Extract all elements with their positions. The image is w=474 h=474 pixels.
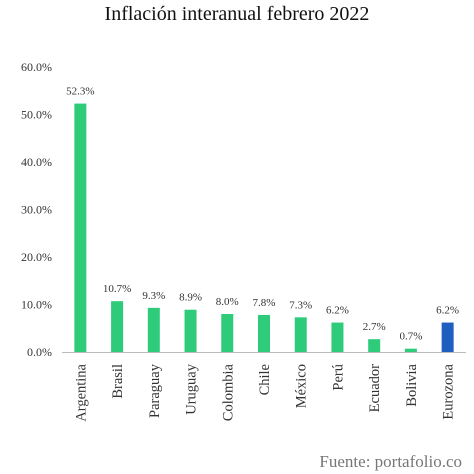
data-label: 2.7% (363, 321, 386, 333)
data-label: 6.2% (436, 305, 459, 317)
chart-title: Inflación interanual febrero 2022 (104, 3, 370, 25)
y-tick-label: 0.0% (27, 345, 52, 359)
bar (221, 314, 234, 352)
category-label: Brasil (110, 364, 126, 399)
bars (74, 103, 454, 352)
category-label: Chile (257, 364, 273, 395)
data-label: 8.0% (216, 296, 239, 308)
category-label: Eurozona (441, 363, 457, 419)
category-label: Perú (330, 364, 346, 391)
data-label: 52.3% (66, 86, 94, 98)
category-labels: Argentina Brasil Paraguay Uruguay Colombia Ch… (73, 363, 456, 421)
bar (184, 309, 197, 352)
category-label: Argentina (73, 363, 89, 421)
category-label: Colombia (220, 363, 236, 421)
y-tick-label: 60.0% (21, 60, 52, 74)
bar (74, 103, 87, 352)
y-tick-label: 40.0% (21, 155, 52, 169)
y-tick-label: 30.0% (21, 203, 52, 217)
data-label: 9.3% (142, 290, 165, 302)
y-axis: 0.0% 10.0% 20.0% 30.0% 40.0% 50.0% 60.0% (21, 60, 52, 359)
bar (258, 314, 270, 352)
y-tick-label: 20.0% (21, 250, 52, 264)
y-tick-label: 10.0% (21, 298, 52, 312)
category-label: Uruguay (184, 363, 200, 414)
category-label: Bolivia (404, 363, 420, 406)
data-label: 8.9% (179, 292, 202, 304)
data-label: 0.7% (399, 331, 422, 343)
data-label: 6.2% (326, 305, 349, 317)
bar (441, 322, 454, 352)
category-label: Paraguay (147, 363, 163, 418)
data-label: 7.8% (253, 297, 276, 309)
bar (331, 322, 344, 352)
bar (147, 307, 160, 352)
y-tick-label: 50.0% (21, 108, 52, 122)
data-labels: 52.3% 10.7% 9.3% 8.9% 8.0% 7.8% 7.3% 6.2% 2.7% 0.… (66, 86, 459, 343)
bar (368, 339, 381, 352)
bar (404, 348, 417, 352)
source-note: Fuente: portafolio.co (319, 452, 462, 471)
category-label: Ecuador (367, 364, 383, 412)
data-label: 7.3% (289, 299, 312, 311)
data-label: 10.7% (103, 283, 131, 295)
category-label: México (294, 364, 310, 408)
bar (294, 317, 307, 352)
bar (111, 301, 124, 352)
